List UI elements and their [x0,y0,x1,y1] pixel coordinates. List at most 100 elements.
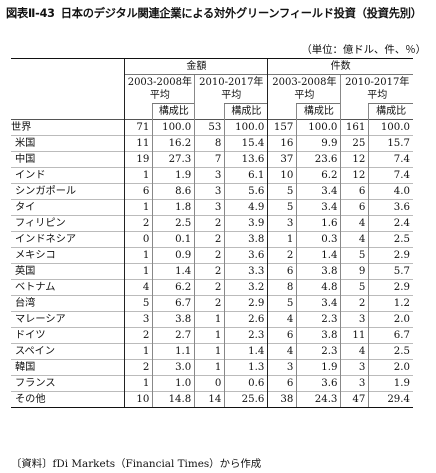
cell-cs1: 3.6 [296,375,341,392]
cell-c2: 12 [340,167,369,184]
table-row: 台湾 5 6.7 2 2.9 5 3.4 2 1.2 [11,295,413,312]
cell-s2: 2.3 [224,327,268,344]
cell-cs1: 24.3 [296,391,341,408]
cell-a2: 1 [194,327,225,344]
cell-s2: 6.1 [224,167,268,184]
cell-s1: 0.9 [152,247,195,264]
cell-c2: 3 [340,311,369,328]
cell-a1: 1 [124,199,153,216]
cell-s2: 15.4 [224,135,268,152]
cell-cs1: 9.9 [296,135,341,152]
investment-table: 金額 件数 2003-2008年平均 2010-2017年平均 2003-200… [11,58,413,408]
cell-cs1: 3.4 [296,295,341,312]
cell-cs1: 3.8 [296,263,341,280]
cell-s1: 16.2 [152,135,195,152]
row-name: マレーシア [11,311,125,328]
cell-s2: 3.9 [224,215,268,232]
cell-c1: 2 [267,247,297,264]
cell-c1: 5 [267,295,297,312]
cell-a1: 6 [124,183,153,200]
cell-c1: 6 [267,263,297,280]
cell-c2: 3 [340,359,369,376]
row-name: ベトナム [11,279,125,296]
table-body: 世界 71 100.0 53 100.0 157 100.0 161 100.0 米国 11 16.2… [11,119,413,408]
cell-cs1: 4.8 [296,279,341,296]
cell-c1: 157 [267,119,297,136]
cell-cs1: 23.6 [296,151,341,168]
cell-a1: 5 [124,295,153,312]
unit-note: （単位：億ドル、件、％） [301,44,426,56]
table-row: フィリピン 2 2.5 2 3.9 3 1.6 4 2.4 [11,215,413,232]
cell-a2: 2 [194,247,225,264]
cell-cs2: 2.0 [368,359,413,376]
row-name: シンガポール [11,183,125,200]
cell-a1: 2 [124,359,153,376]
cell-c1: 8 [267,279,297,296]
cell-a2: 2 [194,279,225,296]
cell-a1: 4 [124,279,153,296]
header-value [340,103,369,120]
cell-c2: 25 [340,135,369,152]
cell-s2: 2.9 [224,295,268,312]
cell-s2: 1.3 [224,359,268,376]
table-row: 世界 71 100.0 53 100.0 157 100.0 161 100.0 [11,119,413,136]
cell-c2: 161 [340,119,369,136]
cell-s2: 1.4 [224,343,268,360]
header-share: 構成比 [224,103,268,120]
cell-s2: 13.6 [224,151,268,168]
header-blank-2 [11,75,125,104]
cell-a2: 0 [194,375,225,392]
table-row: 英国 1 1.4 2 3.3 6 3.8 9 5.7 [11,263,413,280]
cell-c2: 47 [340,391,369,408]
cell-a1: 2 [124,327,153,344]
cell-cs2: 7.4 [368,167,413,184]
cell-cs1: 2.3 [296,311,341,328]
cell-cs1: 6.2 [296,167,341,184]
cell-a2: 1 [194,311,225,328]
cell-a2: 53 [194,119,225,136]
cell-s2: 3.8 [224,231,268,248]
cell-a1: 1 [124,375,153,392]
header-amount: 金額 [124,58,268,75]
header-period-amount-2: 2010-2017年平均 [194,74,268,104]
page-title: 図表Ⅱ-43 日本のデジタル関連企業による対外グリーンフィールド投資（投資先別） [6,6,430,22]
row-name: 中国 [11,151,125,168]
cell-a2: 3 [194,167,225,184]
cell-c2: 6 [340,183,369,200]
header-share: 構成比 [296,103,341,120]
figure-number: 図表Ⅱ-43 [6,7,55,20]
table-row: 韓国 2 3.0 1 1.3 3 1.9 3 2.0 [11,359,413,376]
cell-s1: 1.8 [152,199,195,216]
cell-cs2: 2.4 [368,215,413,232]
cell-cs1: 100.0 [296,119,341,136]
table-row: スペイン 1 1.1 1 1.4 4 2.3 4 2.5 [11,343,413,360]
cell-a2: 8 [194,135,225,152]
cell-c2: 4 [340,231,369,248]
cell-s1: 6.2 [152,279,195,296]
cell-a1: 10 [124,391,153,408]
row-name: フィリピン [11,215,125,232]
cell-c1: 4 [267,311,297,328]
cell-c1: 10 [267,167,297,184]
table-row: その他 10 14.8 14 25.6 38 24.3 47 29.4 [11,391,413,408]
row-name: 台湾 [11,295,125,312]
header-period-amount-1: 2003-2008年平均 [124,74,195,104]
cell-s1: 0.1 [152,231,195,248]
header-count: 件数 [267,58,413,75]
table-row: インドネシア 0 0.1 2 3.8 1 0.3 4 2.5 [11,231,413,248]
row-name: 韓国 [11,359,125,376]
cell-a1: 71 [124,119,153,136]
cell-c1: 3 [267,215,297,232]
cell-a2: 1 [194,359,225,376]
cell-a2: 7 [194,151,225,168]
row-name: スペイン [11,343,125,360]
table-row: フランス 1 1.0 0 0.6 6 3.6 3 1.9 [11,375,413,392]
cell-c1: 1 [267,231,297,248]
row-name: 世界 [11,119,125,136]
cell-s1: 3.8 [152,311,195,328]
table-row: インド 1 1.9 3 6.1 10 6.2 12 7.4 [11,167,413,184]
row-name: 米国 [11,135,125,152]
cell-a1: 19 [124,151,153,168]
cell-a1: 1 [124,167,153,184]
row-name: ドイツ [11,327,125,344]
